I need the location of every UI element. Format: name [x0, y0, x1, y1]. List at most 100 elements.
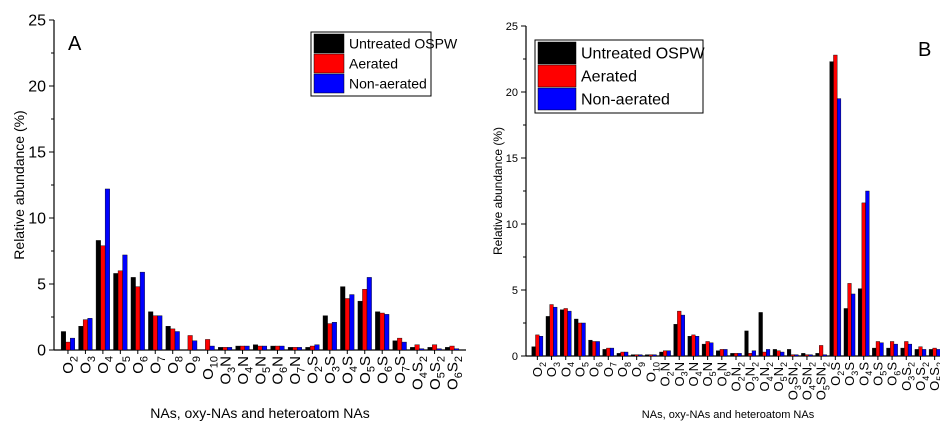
y-tick-label: 20: [506, 87, 518, 99]
bar: [340, 286, 346, 351]
bar: [705, 341, 710, 357]
x-tick-label: O8: [165, 356, 186, 374]
bar: [879, 342, 884, 357]
bar: [445, 347, 450, 351]
legend-label: Untreated OSPW: [349, 35, 458, 51]
x-tick-label: O5S: [870, 362, 888, 386]
bar: [100, 245, 106, 351]
bar: [357, 300, 363, 351]
bar: [401, 341, 407, 351]
bar: [296, 347, 302, 351]
bar: [748, 353, 753, 357]
bar: [918, 346, 923, 357]
bar: [886, 347, 891, 357]
bar: [148, 311, 154, 351]
y-axis-label: Relative abundance (%): [11, 110, 27, 259]
x-tick-label: O6N: [270, 356, 291, 385]
x-tick-label: O2N2: [729, 362, 747, 392]
x-tick-label: O4: [558, 362, 576, 377]
x-tick-label: O9: [629, 362, 647, 377]
bar: [776, 350, 781, 357]
bar: [936, 349, 940, 357]
bar: [165, 326, 171, 351]
x-tick-label: O3N2: [743, 362, 761, 392]
bar: [794, 354, 799, 357]
bar: [677, 310, 682, 357]
bar: [117, 270, 123, 351]
legend-swatch: [313, 53, 345, 74]
bar: [922, 349, 927, 357]
bar: [454, 348, 460, 351]
bar: [366, 277, 372, 351]
legend-swatch: [313, 73, 345, 94]
bar: [122, 254, 128, 351]
x-tick-label: O2S: [828, 362, 846, 386]
x-tick-label: O5SN2: [814, 362, 832, 400]
x-tick-label: O4N: [235, 356, 256, 385]
bar: [719, 349, 724, 357]
bar: [815, 353, 820, 357]
x-tick-label: O4S2: [913, 362, 931, 391]
bar: [538, 336, 544, 357]
bar: [113, 273, 119, 351]
legend-swatch: [537, 87, 577, 111]
panel-label: B: [918, 39, 931, 61]
bar: [82, 319, 88, 351]
bar: [624, 351, 629, 357]
y-tick-label: 5: [512, 285, 518, 297]
bar: [709, 342, 714, 357]
bar: [553, 306, 558, 357]
bar: [577, 322, 582, 357]
chart-panel-b: 0 5 10 15 20 25 Relative abundance (%) NAs, oxy…: [491, 21, 940, 421]
legend-label: Aerated: [581, 69, 637, 86]
bar: [205, 339, 211, 351]
bar: [375, 311, 381, 351]
bar: [737, 353, 742, 357]
bar: [907, 343, 913, 357]
bar: [384, 314, 390, 351]
legend-label: Non-aerated: [581, 92, 670, 109]
bar: [240, 345, 246, 351]
bar: [602, 349, 607, 357]
x-tick-label: O5: [113, 356, 134, 374]
bar: [751, 350, 756, 357]
bar: [733, 353, 739, 357]
bar: [914, 349, 919, 357]
bar: [666, 350, 671, 357]
bar: [436, 348, 442, 351]
bar: [808, 354, 813, 357]
bar: [397, 337, 403, 351]
y-tick-label: 20: [28, 79, 46, 96]
bar: [305, 347, 311, 351]
bar: [235, 345, 241, 351]
bar: [139, 271, 145, 351]
bar: [780, 351, 785, 357]
bar: [609, 347, 615, 357]
bar: [270, 345, 276, 351]
bar: [680, 314, 685, 357]
x-tick-label: O9: [182, 356, 203, 374]
chart-panel-a: 0 5 10 15 20 25 Relative abundance (%) NAs, oxy…: [11, 13, 466, 421]
bar: [227, 347, 233, 351]
bar: [772, 349, 777, 357]
bar: [87, 318, 93, 351]
panel-label: A: [68, 33, 82, 55]
x-tick-label: O7: [148, 356, 169, 374]
bar: [890, 341, 895, 357]
bar: [322, 315, 328, 351]
bar: [652, 354, 657, 357]
bar: [928, 349, 934, 357]
x-tick-label: O4S2: [409, 356, 430, 390]
bar: [135, 286, 141, 351]
bar: [287, 347, 293, 351]
bar: [292, 347, 298, 351]
y-tick-label: 0: [37, 343, 46, 360]
bar: [829, 61, 834, 357]
x-tick-label: O3N: [672, 362, 690, 387]
bar: [427, 347, 433, 351]
bar: [70, 337, 75, 351]
bar: [60, 331, 66, 351]
bar: [833, 54, 838, 357]
bar: [606, 347, 611, 357]
x-tick-label: O6S: [885, 362, 903, 386]
